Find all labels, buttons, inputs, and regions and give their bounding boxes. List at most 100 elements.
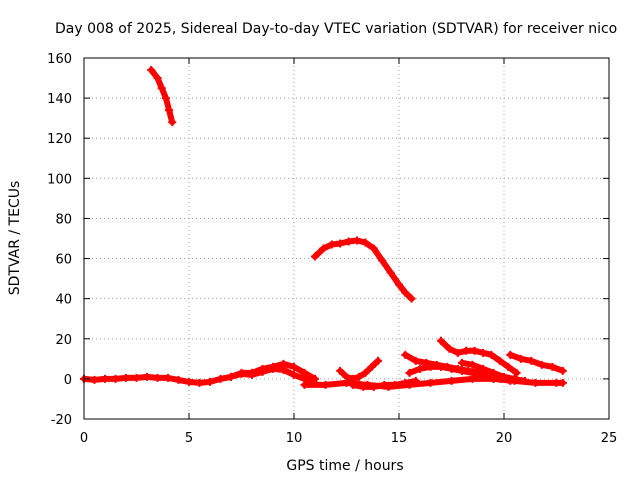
x-axis-label: GPS time / hours bbox=[286, 458, 403, 474]
data-point bbox=[470, 346, 479, 355]
chart-title: Day 008 of 2025, Sidereal Day-to-day VTE… bbox=[55, 21, 617, 37]
series-arc-2 bbox=[311, 236, 416, 303]
data-point bbox=[227, 372, 235, 381]
data-point bbox=[395, 280, 403, 289]
data-point bbox=[164, 373, 172, 382]
data-point bbox=[101, 374, 109, 383]
data-point bbox=[401, 350, 410, 359]
data-point bbox=[369, 382, 378, 391]
data-point bbox=[342, 372, 351, 381]
series-arc-11 bbox=[458, 358, 529, 385]
data-point bbox=[411, 376, 420, 385]
data-point bbox=[153, 74, 162, 83]
series-arc-12 bbox=[506, 350, 567, 375]
series-arc-9 bbox=[405, 362, 498, 383]
data-point bbox=[153, 373, 162, 382]
data-point bbox=[374, 356, 382, 365]
data-point bbox=[521, 376, 529, 385]
data-point bbox=[157, 84, 166, 93]
plot-frame bbox=[83, 57, 610, 420]
data-point bbox=[437, 336, 445, 345]
data-series bbox=[80, 66, 567, 391]
data-point bbox=[161, 94, 170, 103]
data-point bbox=[437, 362, 445, 371]
y-tick-label: 100 bbox=[47, 172, 72, 187]
data-point bbox=[248, 368, 256, 377]
series-trace bbox=[438, 337, 520, 376]
data-point bbox=[506, 350, 515, 359]
data-point bbox=[311, 374, 319, 383]
data-point bbox=[411, 356, 420, 365]
y-tick-label: 20 bbox=[55, 333, 72, 348]
x-tick-label: 15 bbox=[391, 431, 408, 446]
data-point bbox=[353, 236, 361, 245]
y-tick-label: -20 bbox=[51, 413, 72, 428]
data-point bbox=[380, 380, 389, 389]
series-trace bbox=[507, 351, 566, 374]
data-point bbox=[359, 382, 368, 391]
data-point bbox=[512, 368, 521, 377]
data-point bbox=[468, 360, 477, 369]
data-point bbox=[445, 344, 454, 353]
data-point bbox=[489, 368, 498, 377]
data-point bbox=[510, 374, 519, 383]
y-tick-label: 0 bbox=[64, 373, 72, 388]
data-point bbox=[327, 240, 336, 249]
data-point bbox=[500, 372, 508, 381]
data-point bbox=[407, 294, 416, 303]
data-point bbox=[311, 252, 319, 261]
data-point bbox=[206, 377, 214, 386]
y-tick-label: 160 bbox=[47, 52, 72, 67]
data-point bbox=[495, 356, 504, 365]
data-point bbox=[111, 374, 120, 383]
data-point bbox=[458, 366, 466, 375]
data-point bbox=[479, 348, 487, 357]
data-point bbox=[185, 377, 193, 386]
data-point bbox=[386, 268, 395, 277]
series-arc-10 bbox=[437, 336, 521, 377]
data-point bbox=[147, 66, 156, 75]
data-point bbox=[378, 256, 387, 265]
data-point bbox=[361, 368, 370, 377]
data-point bbox=[348, 380, 357, 389]
data-point bbox=[531, 378, 540, 387]
y-tick-label: 80 bbox=[55, 212, 72, 227]
data-point bbox=[458, 358, 466, 367]
data-point bbox=[401, 288, 410, 297]
data-point bbox=[237, 368, 246, 377]
data-point bbox=[527, 356, 536, 365]
data-point bbox=[447, 364, 456, 373]
data-point bbox=[405, 368, 414, 377]
data-point bbox=[143, 372, 151, 381]
data-point bbox=[390, 380, 399, 389]
data-point bbox=[90, 375, 99, 384]
data-point bbox=[132, 373, 141, 382]
data-point bbox=[122, 373, 130, 382]
series-arc-1 bbox=[147, 66, 177, 127]
data-point bbox=[426, 378, 435, 387]
data-point bbox=[468, 368, 477, 377]
data-point bbox=[336, 239, 345, 248]
data-point bbox=[516, 354, 525, 363]
data-point bbox=[416, 364, 424, 373]
data-point bbox=[269, 362, 277, 371]
data-point bbox=[216, 374, 225, 383]
data-point bbox=[174, 375, 183, 384]
data-point bbox=[279, 359, 288, 368]
data-point bbox=[487, 350, 496, 359]
data-point bbox=[290, 362, 298, 371]
data-point bbox=[195, 378, 204, 387]
x-tick-label: 20 bbox=[496, 431, 513, 446]
data-point bbox=[319, 244, 328, 253]
data-point bbox=[447, 376, 456, 385]
data-point bbox=[369, 244, 378, 253]
data-point bbox=[300, 368, 309, 377]
data-point bbox=[165, 106, 174, 115]
data-point bbox=[479, 364, 487, 373]
data-point bbox=[558, 378, 567, 387]
data-point bbox=[361, 238, 370, 247]
data-point bbox=[426, 362, 435, 371]
data-point bbox=[453, 348, 462, 357]
series-arc-4 bbox=[227, 359, 319, 383]
